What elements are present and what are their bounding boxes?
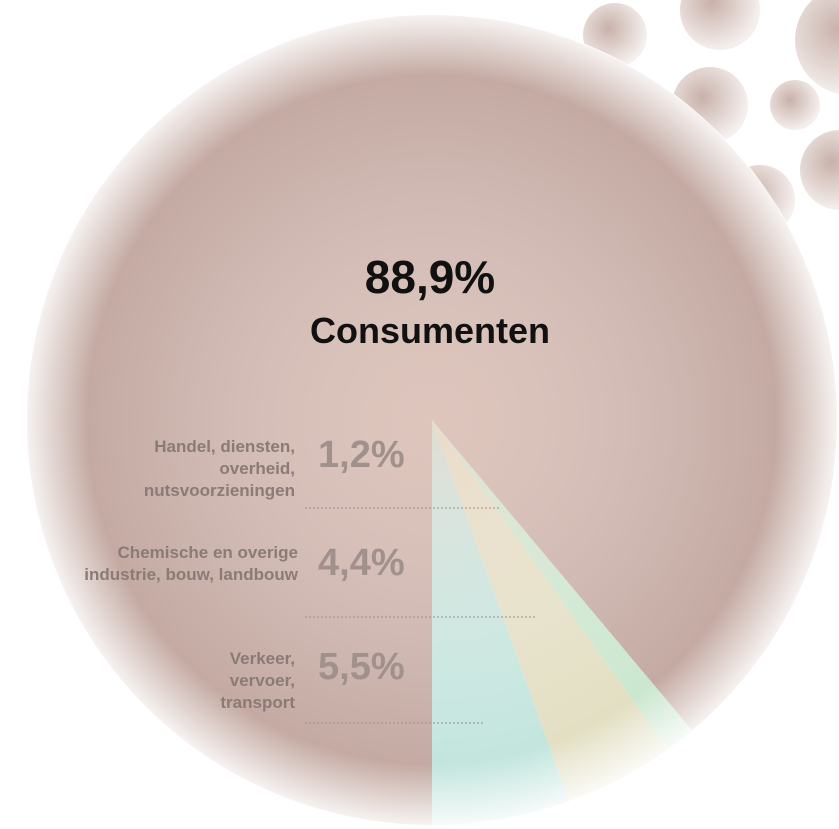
leader-lines bbox=[305, 507, 535, 724]
slice-value: 1,2% bbox=[318, 434, 405, 476]
main-label: Consumenten bbox=[309, 310, 550, 351]
main-value: 88,9% bbox=[364, 251, 496, 303]
slice-label: Chemische en overige industrie, bouw, la… bbox=[84, 543, 298, 584]
slice-label: Handel, diensten, overheid, nutsvoorzien… bbox=[143, 437, 295, 500]
slice-value: 4,4% bbox=[318, 542, 405, 584]
slice-value: 5,5% bbox=[318, 646, 405, 688]
slice-label: Verkeer, vervoer, transport bbox=[220, 649, 295, 712]
